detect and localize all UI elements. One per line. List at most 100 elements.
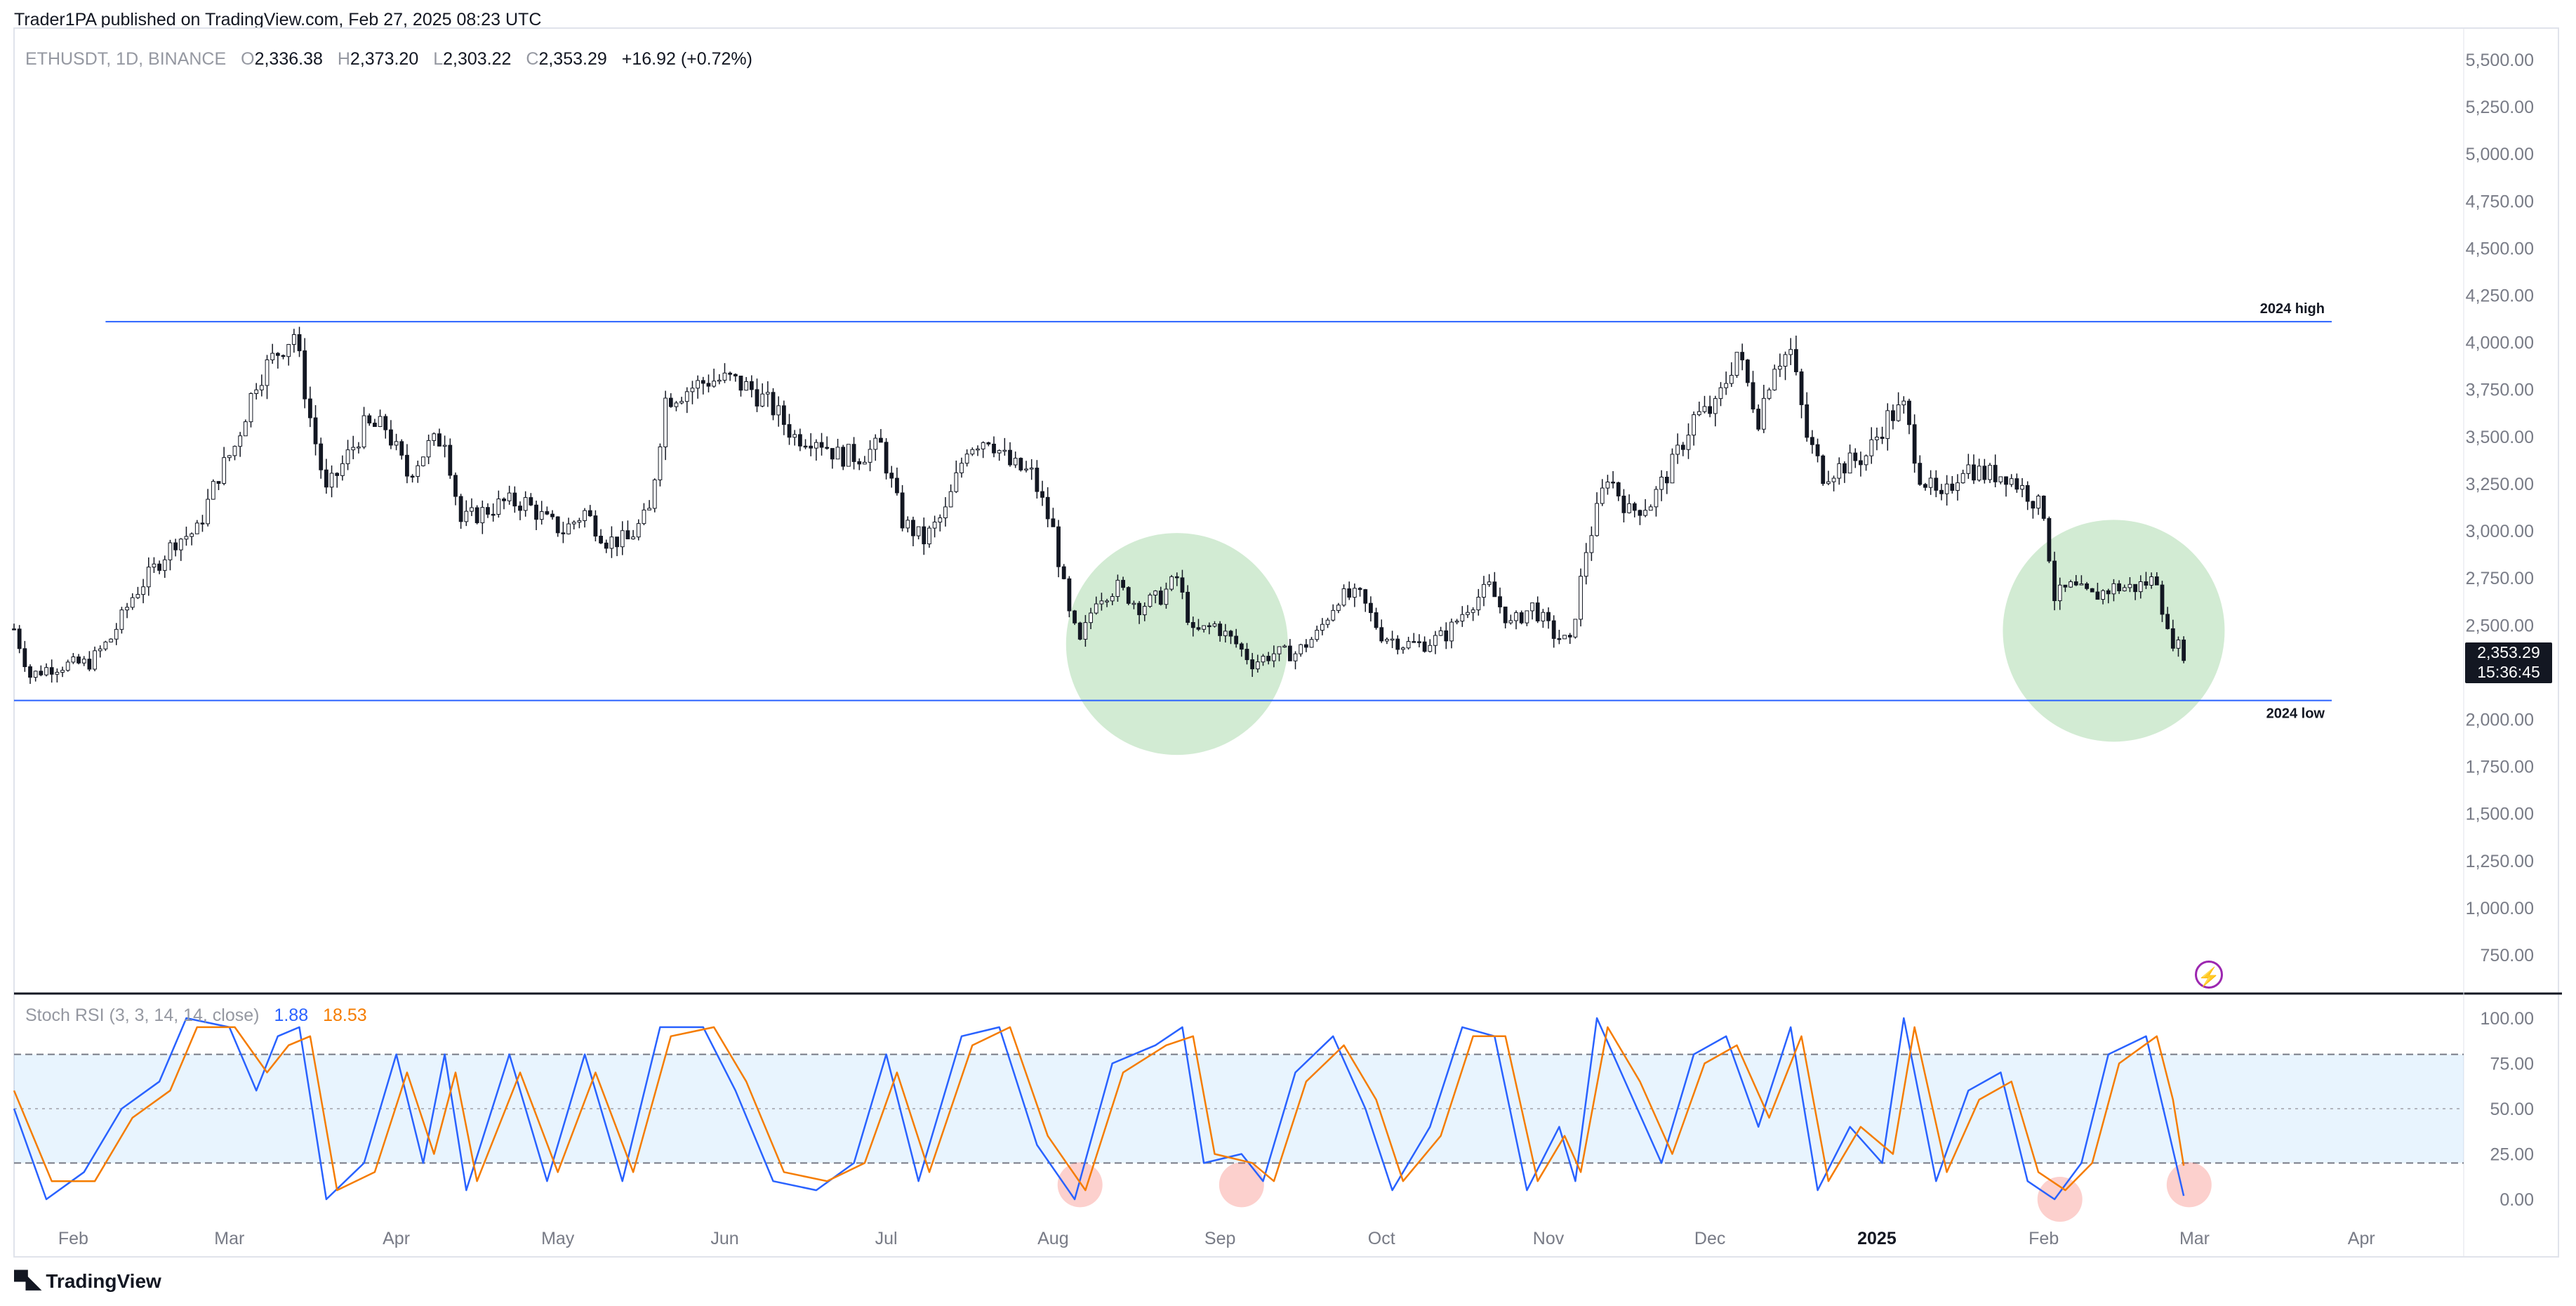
candle-body <box>781 405 786 426</box>
candle-body <box>1859 460 1863 466</box>
candle-body <box>1353 588 1357 598</box>
candle-body <box>1460 614 1465 622</box>
candle-body <box>152 563 157 568</box>
candle-body <box>265 359 270 386</box>
candle-body <box>1454 621 1459 623</box>
candle-body <box>2117 583 2121 591</box>
candle-body <box>470 507 474 512</box>
candle-body <box>738 376 743 391</box>
candle-body <box>1745 360 1750 383</box>
candle-body <box>1605 481 1610 489</box>
osc-axis-tick: 100.00 <box>2481 1009 2534 1029</box>
candle-body <box>1767 389 1772 399</box>
price-axis-tick: 5,250.00 <box>2466 98 2534 117</box>
osc-axis-tick: 25.00 <box>2490 1145 2534 1165</box>
candle-body <box>1153 591 1158 595</box>
low-value: 2,303.22 <box>443 49 512 69</box>
candle-body <box>1514 612 1518 621</box>
candle-body <box>620 530 625 548</box>
candle-body <box>1573 619 1578 638</box>
candle-body <box>1148 594 1153 607</box>
candle-body <box>1982 466 1987 480</box>
candle-body <box>1142 606 1147 616</box>
candle-body <box>2041 495 2046 519</box>
candle-body <box>889 473 894 479</box>
symbol-label[interactable]: ETHUSDT, 1D, BINANCE <box>25 49 227 69</box>
candle-body <box>2069 581 2073 588</box>
candle-body <box>674 402 679 407</box>
candle-body <box>684 391 689 402</box>
candle-body <box>1325 619 1330 625</box>
candle-body <box>932 522 937 529</box>
candle-body <box>696 380 701 389</box>
candle-body <box>1891 410 1895 421</box>
candle-body <box>173 542 178 550</box>
candle-body <box>1051 518 1056 527</box>
candle-body <box>2133 583 2138 593</box>
candle-body <box>178 539 183 550</box>
candle-body <box>954 472 959 492</box>
candle-body <box>819 442 824 448</box>
candle-body <box>1939 489 1944 494</box>
candle-body <box>911 520 915 536</box>
last-price-value: 2,353.29 <box>2477 643 2540 661</box>
candle-body <box>1557 638 1562 640</box>
candle-body <box>1729 375 1734 384</box>
stoch-rsi-k-value: 1.88 <box>274 1005 309 1025</box>
candle-body <box>238 435 243 447</box>
candle-body <box>480 507 485 524</box>
candle-body <box>523 497 528 511</box>
price-axis-tick: 3,750.00 <box>2466 381 2534 400</box>
candle-body <box>604 542 609 549</box>
candle-body <box>2165 614 2170 629</box>
candle-body <box>1584 552 1588 577</box>
candle-body <box>335 473 340 476</box>
stoch-rsi-name[interactable]: Stoch RSI (3, 3, 14, 14, close) <box>25 1005 260 1025</box>
candle-body <box>2014 478 2019 490</box>
candle-body <box>1228 631 1233 637</box>
candle-body <box>2085 583 2089 589</box>
candle-body <box>895 477 899 494</box>
candle-body <box>77 657 81 664</box>
highlight-circle <box>2003 520 2225 742</box>
candle-body <box>2090 588 2094 593</box>
candle-body <box>948 491 953 508</box>
candle-body <box>1190 621 1195 628</box>
open-value: 2,336.38 <box>254 49 323 69</box>
tradingview-logo[interactable]: ▀◣ TradingView <box>14 1269 161 1293</box>
candle-body <box>1756 409 1761 430</box>
candle-body <box>1018 458 1023 470</box>
candle-body <box>2095 591 2100 600</box>
candle-body <box>916 526 921 536</box>
candle-body <box>1793 349 1798 373</box>
candle-body <box>1438 630 1443 636</box>
candle-body <box>389 429 393 446</box>
candle-body <box>717 379 722 382</box>
candle-body <box>884 442 889 474</box>
candle-body <box>464 510 469 522</box>
candle-body <box>1422 641 1427 652</box>
candle-body <box>1627 503 1631 513</box>
low-label: L <box>433 49 444 69</box>
candle-body <box>114 628 119 640</box>
candle-body <box>814 442 818 449</box>
candle-body <box>65 661 70 671</box>
candle-body <box>2144 581 2149 586</box>
candle-body <box>1417 641 1421 643</box>
candle-body <box>2106 590 2111 595</box>
candle-body <box>1675 444 1680 455</box>
candle-body <box>1487 581 1492 585</box>
candle-body <box>561 532 566 534</box>
candle-body <box>410 475 415 478</box>
high-value: 2,373.20 <box>350 49 419 69</box>
stoch-rsi-d-value: 18.53 <box>323 1005 367 1025</box>
candle-body <box>555 516 560 534</box>
candle-body <box>491 513 496 516</box>
candle-body <box>1277 646 1282 654</box>
candle-body <box>71 657 76 663</box>
lightning-icon[interactable]: ⚡ <box>2195 961 2223 989</box>
candle-body <box>1244 649 1249 661</box>
candle-body <box>615 536 619 548</box>
candle-body <box>760 393 765 407</box>
